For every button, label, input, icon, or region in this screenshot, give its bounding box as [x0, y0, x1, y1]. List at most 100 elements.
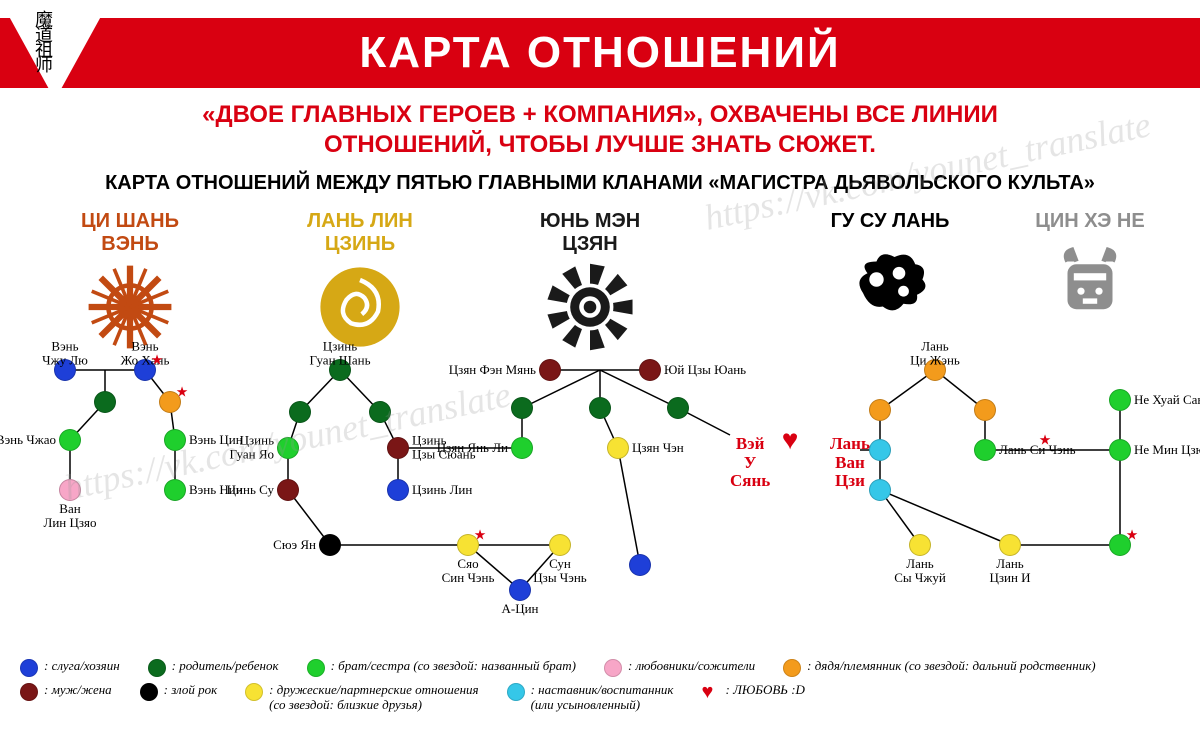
node-jin_guanyao: [277, 437, 299, 459]
clan-name: ГУ СУ ЛАНЬ: [820, 210, 960, 233]
legend-dot: [148, 659, 166, 677]
legend: : слуга/хозяин : родитель/ребенок : брат/с…: [20, 659, 1180, 719]
node-jiang_cheng: [607, 437, 629, 459]
node-jiang_g2: [589, 397, 611, 419]
node-lan_sizhui: [909, 534, 931, 556]
node-label: Юй Цзы Юань: [664, 363, 746, 377]
legend-text: : ЛЮБОВЬ :D: [725, 683, 804, 698]
node-lan_g2: [974, 399, 996, 421]
legend-item: : любовники/сожители: [604, 659, 755, 677]
node-label: Цзян Янь Ли: [437, 441, 508, 455]
node-wen_ning: [164, 479, 186, 501]
node-label: ЛаньСы Чжуй: [894, 557, 946, 586]
node-label: СунЦзы Чэнь: [533, 557, 586, 586]
clan-name: ЦИН ХЭ НЕ: [1020, 210, 1160, 233]
node-label: Вэнь Чжао: [0, 433, 56, 447]
heart-icon: ♥: [701, 683, 719, 701]
legend-item: ♥ : ЛЮБОВЬ :D: [701, 683, 804, 713]
node-label: Лань Си Чэнь: [999, 443, 1076, 457]
legend-dot: [783, 659, 801, 677]
node-wen_zhao: [59, 429, 81, 451]
node-label: А-Цин: [501, 602, 538, 616]
node-jin_g2: [369, 401, 391, 423]
center-right: ЛаньВанЦзи: [830, 435, 870, 491]
node-qin_su: [277, 479, 299, 501]
legend-dot: [20, 683, 38, 701]
node-label: Не Хуай Сан: [1134, 393, 1200, 407]
node-lan_g3: [869, 479, 891, 501]
clan-2: ЮНЬ МЭН ЦЗЯН: [520, 210, 660, 352]
node-lan_xichen: [974, 439, 996, 461]
node-label: Цзинь Лин: [412, 483, 472, 497]
edge: [618, 448, 640, 565]
node-lan_g1: [869, 399, 891, 421]
node-lan_wangji_dot: [869, 439, 891, 461]
node-label: ЦзиньГуан Яо: [230, 434, 275, 463]
star-icon: ★: [474, 527, 487, 544]
star-icon: ★: [1039, 432, 1052, 449]
subtitle-red: «ДВОЕ ГЛАВНЫХ ГЕРОЕВ + КОМПАНИЯ», ОХВАЧЕ…: [0, 100, 1200, 160]
relationship-diagram: ВэньЧжу ЛюВэньЖо Хань★★Вэнь ЧжаоВэнь Цин…: [0, 340, 1200, 640]
legend-text: : дружеские/партнерские отношения(со зве…: [269, 683, 478, 713]
logo-text: 魔道祖师: [30, 10, 56, 70]
node-label: Цинь Су: [227, 483, 274, 497]
star-icon: ★: [151, 352, 164, 369]
legend-dot: [307, 659, 325, 677]
legend-text: : слуга/хозяин: [44, 659, 120, 674]
node-jiang_g3: [667, 397, 689, 419]
legend-dot: [604, 659, 622, 677]
node-a_qing: [509, 579, 531, 601]
clan-0: ЦИ ШАНЬ ВЭНЬ: [60, 210, 200, 352]
node-label: ВэньЧжу Лю: [42, 339, 88, 368]
star-icon: ★: [1126, 527, 1139, 544]
legend-dot: [20, 659, 38, 677]
clan-4: ЦИН ХЭ НЕ: [1020, 210, 1160, 329]
clan-name: ЮНЬ МЭН ЦЗЯН: [520, 210, 660, 256]
legend-text: : злой рок: [164, 683, 218, 698]
legend-text: : наставник/воспитанник(или усыновленный…: [531, 683, 674, 713]
node-jiang_yanli: [511, 437, 533, 459]
node-label: ВанЛин Цзяо: [44, 502, 97, 531]
legend-text: : любовники/сожители: [628, 659, 755, 674]
legend-text: : родитель/ребенок: [172, 659, 279, 674]
legend-item: : брат/сестра (со звездой: названный бра…: [307, 659, 576, 677]
legend-item: : дружеские/партнерские отношения(со зве…: [245, 683, 478, 713]
node-yu_ziyuan: [639, 359, 661, 381]
node-jiang_bottom: [629, 554, 651, 576]
legend-text: : брат/сестра (со звездой: названный бра…: [331, 659, 576, 674]
legend-dot: [507, 683, 525, 701]
node-label: Цзян Чэн: [632, 441, 684, 455]
subtitle-black: КАРТА ОТНОШЕНИЙ МЕЖДУ ПЯТЬЮ ГЛАВНЫМИ КЛА…: [0, 172, 1200, 195]
legend-item: : слуга/хозяин: [20, 659, 120, 677]
center-left: ВэйУСянь: [730, 435, 770, 491]
clan-emblem: [845, 239, 935, 329]
node-label: Не Мин Цзюэ: [1134, 443, 1200, 457]
legend-dot: [140, 683, 158, 701]
node-label: ЦзиньГуан Шань: [309, 339, 370, 368]
legend-item: : дядя/племянник (со звездой: дальний ро…: [783, 659, 1095, 677]
node-jin_g1: [289, 401, 311, 423]
legend-item: : муж/жена: [20, 683, 112, 713]
node-lan_jingyi: [999, 534, 1021, 556]
node-jin_ling: [387, 479, 409, 501]
legend-item: : наставник/воспитанник(или усыновленный…: [507, 683, 674, 713]
clan-1: ЛАНЬ ЛИН ЦЗИНЬ: [290, 210, 430, 352]
clan-row: ЦИ ШАНЬ ВЭНЬЛАНЬ ЛИН ЦЗИНЬЮНЬ МЭН ЦЗЯНГУ…: [0, 210, 1200, 340]
node-xue_yang: [319, 534, 341, 556]
node-wen_g1: [94, 391, 116, 413]
legend-item: : злой рок: [140, 683, 218, 713]
legend-text: : дядя/племянник (со звездой: дальний ро…: [807, 659, 1095, 674]
clan-emblem: [1045, 239, 1135, 329]
heart-icon: ♥: [782, 424, 799, 456]
node-wang_lingjiao: [59, 479, 81, 501]
clan-3: ГУ СУ ЛАНЬ: [820, 210, 960, 329]
legend-item: : родитель/ребенок: [148, 659, 279, 677]
node-label: Сюэ Ян: [273, 538, 316, 552]
clan-name: ЛАНЬ ЛИН ЦЗИНЬ: [290, 210, 430, 256]
node-label: ЛаньЦи Жэнь: [910, 339, 960, 368]
node-nie_huaisang: [1109, 389, 1131, 411]
node-jin_zixuan: [387, 437, 409, 459]
node-label: СяоСин Чэнь: [442, 557, 495, 586]
node-label: ЛаньЦзин И: [989, 557, 1030, 586]
legend-text: : муж/жена: [44, 683, 112, 698]
